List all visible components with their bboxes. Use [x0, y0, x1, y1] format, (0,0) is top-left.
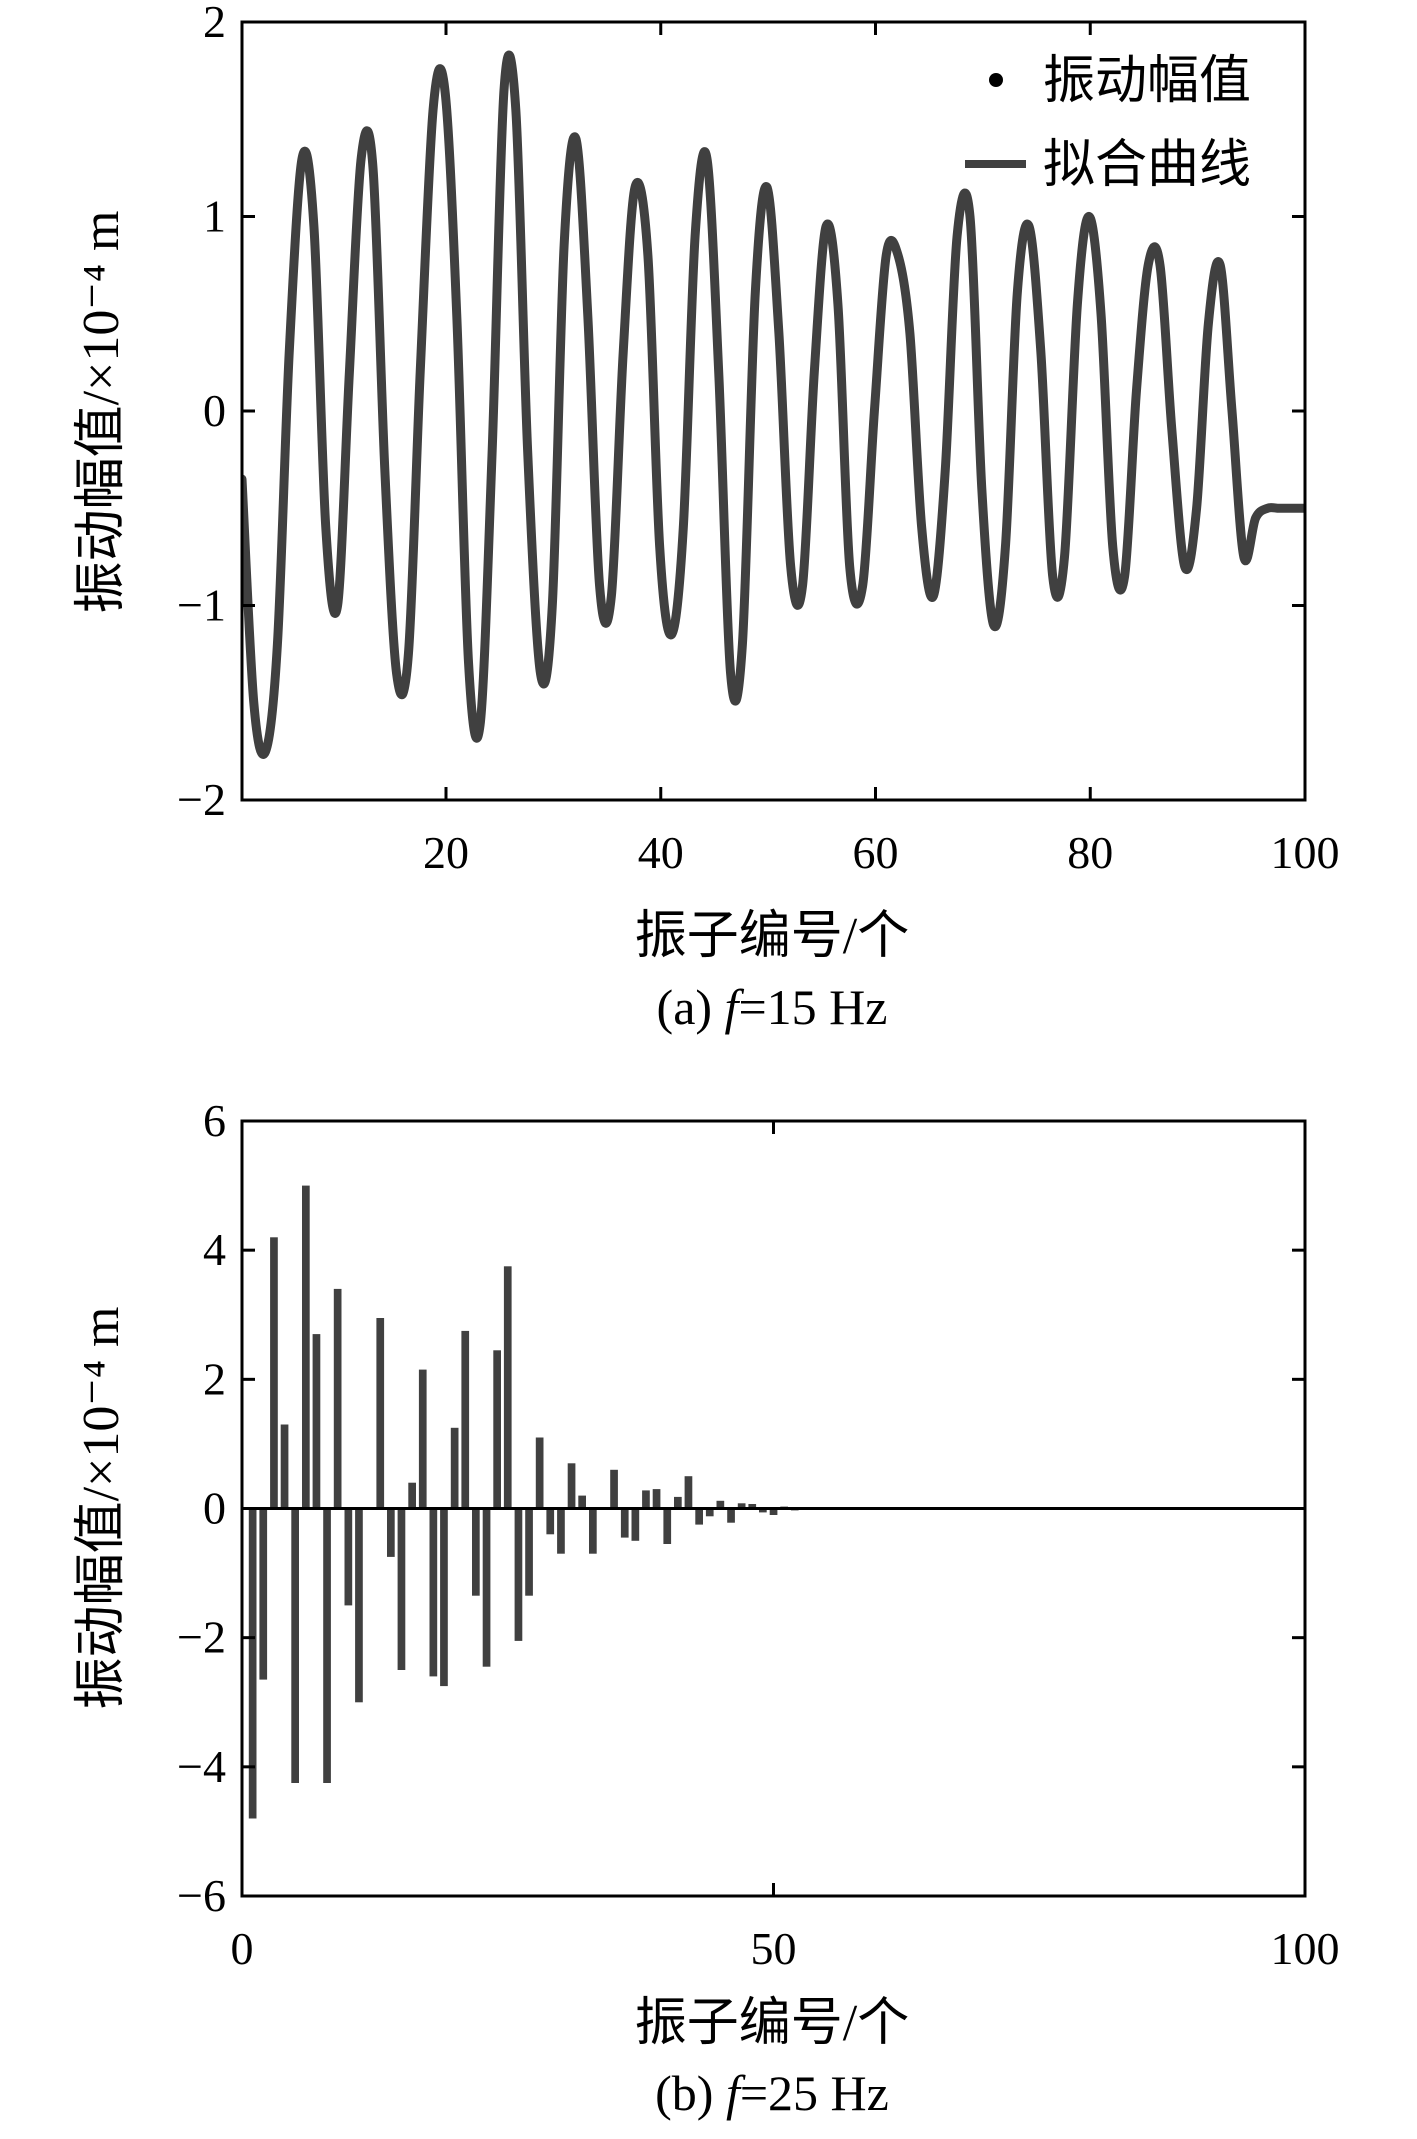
chart-b-y-tick-label-4: 2: [203, 1353, 226, 1404]
chart-b-x-tick-label-0: 0: [231, 1923, 254, 1974]
chart-b-x-tick-label-2: 100: [1271, 1923, 1340, 1974]
chart-b-y-tick-label-5: 4: [203, 1224, 226, 1275]
chart-b-x-axis-label: 振子编号/个: [635, 1995, 909, 2052]
chart-b-bar-22: [472, 1508, 480, 1596]
chart-a-y-tick-label-0: −2: [177, 774, 226, 825]
chart-b-bar-38: [642, 1490, 650, 1509]
chart-a-y-tick-label-2: 0: [203, 385, 226, 436]
chart-b-y-tick-label-1: −4: [177, 1741, 226, 1792]
chart-a-y-tick-label-1: −1: [177, 580, 226, 631]
chart-b-bar-42: [684, 1476, 693, 1509]
chart-a-x-axis-label: 振子编号/个: [635, 908, 909, 965]
chart-b-bar-20: [450, 1427, 459, 1509]
chart-a-legend-entry-0: 振动幅值: [1043, 53, 1251, 110]
chart-b-caption-prefix: (b): [655, 2065, 726, 2121]
chart-b-bar-50: [769, 1508, 778, 1515]
chart-a-caption-prefix: (a): [657, 979, 725, 1035]
chart-b-bar-43: [695, 1508, 703, 1525]
chart-b-bar-18: [429, 1508, 438, 1677]
chart-b-bar-7: [312, 1334, 321, 1509]
chart-a-legend-entry-1: 拟合曲线: [1043, 137, 1251, 194]
chart-b-bar-33: [589, 1508, 597, 1554]
chart-a-y-tick-label-3: 1: [203, 191, 226, 242]
chart-b-bar-5: [291, 1508, 299, 1783]
chart-b-bar-17: [418, 1369, 427, 1509]
chart-a-marks: [242, 50, 1305, 759]
chart-a-x-tick-label-0: 20: [423, 827, 469, 878]
chart-b-bar-37: [631, 1508, 640, 1541]
chart-b-bar-26: [514, 1508, 523, 1641]
chart-b-bar-23: [482, 1508, 491, 1667]
chart-b-y-tick-label-6: 6: [203, 1095, 226, 1146]
chart-b-bar-2: [259, 1508, 268, 1680]
chart-a-x-tick-label-3: 80: [1067, 827, 1113, 878]
chart-b-bar-16: [408, 1482, 416, 1509]
chart-a-x-tick-label-2: 60: [853, 827, 899, 878]
chart-b-bar-4: [280, 1424, 289, 1509]
chart-b-bar-29: [546, 1508, 555, 1535]
chart-b-bar-3: [270, 1237, 278, 1509]
chart-b-y-tick-label-0: −6: [177, 1870, 226, 1921]
chart-b-bar-49: [759, 1508, 767, 1513]
chart-b-bar-39: [652, 1489, 661, 1509]
chart-b-caption-suffix: =25 Hz: [740, 2065, 889, 2121]
chart-b-bar-21: [461, 1330, 470, 1509]
chart-b-bar-48: [748, 1504, 757, 1509]
chart-a: −2 −1 0 1 2 20 40 60 80 100 振动幅值 拟合曲线 振动幅值/×10⁻⁴ …: [73, 0, 1340, 1035]
chart-b-bar-6: [302, 1185, 310, 1509]
chart-a-legend: 振动幅值 拟合曲线: [965, 53, 1251, 194]
chart-a-x-tick-label-1: 40: [638, 827, 684, 878]
chart-b-bar-35: [610, 1469, 618, 1509]
chart-a-x-tick-label-4: 100: [1271, 827, 1340, 878]
chart-b-caption: (b) f=25 Hz: [655, 2065, 889, 2121]
chart-b-bar-15: [397, 1508, 406, 1670]
chart-b-bar-41: [674, 1496, 682, 1509]
chart-b-bar-30: [557, 1508, 565, 1554]
chart-b-marks: [242, 1185, 1305, 1819]
chart-a-caption: (a) f=15 Hz: [657, 979, 888, 1035]
chart-b-bar-11: [355, 1508, 363, 1703]
chart-a-legend-dot-marker: [989, 73, 1003, 87]
chart-b-bar-1: [248, 1508, 257, 1819]
chart-b-ticks: −6 −4 −2 0 2 4 6 0 50 100: [177, 1095, 1339, 1974]
chart-b-bar-19: [440, 1508, 448, 1687]
chart-b-y-tick-label-3: 0: [203, 1483, 226, 1534]
chart-b-bar-46: [727, 1508, 735, 1523]
chart-b-bar-28: [535, 1437, 544, 1509]
chart-b-y-axis-label: 振动幅值/×10⁻⁴ m: [73, 1307, 130, 1710]
chart-b-bar-13: [376, 1318, 385, 1509]
chart-b: −6 −4 −2 0 2 4 6 0 50 100 振动幅值/×10⁻⁴ m 振子编号/个 (b)…: [73, 1095, 1340, 2121]
chart-b-bar-44: [705, 1508, 714, 1517]
chart-b-bar-31: [567, 1463, 576, 1509]
chart-b-bar-36: [620, 1508, 629, 1538]
chart-b-bar-27: [525, 1508, 533, 1596]
chart-b-y-tick-label-2: −2: [177, 1612, 226, 1663]
chart-b-bar-14: [387, 1508, 395, 1557]
chart-b-bar-40: [663, 1508, 672, 1544]
chart-a-caption-suffix: =15 Hz: [738, 979, 887, 1035]
chart-a-series-line: [242, 50, 1305, 759]
chart-b-bar-8: [323, 1508, 331, 1783]
chart-a-y-axis-label: 振动幅值/×10⁻⁴ m: [73, 211, 130, 614]
chart-b-bar-24: [493, 1350, 501, 1509]
chart-b-bar-45: [716, 1500, 725, 1509]
chart-a-ticks: −2 −1 0 1 2 20 40 60 80 100: [177, 0, 1339, 878]
chart-b-bar-9: [333, 1288, 342, 1509]
chart-b-x-tick-label-1: 50: [751, 1923, 797, 1974]
chart-b-bar-10: [344, 1508, 353, 1606]
chart-b-bar-32: [578, 1495, 586, 1509]
chart-b-bar-25: [503, 1266, 512, 1509]
chart-b-bar-47: [737, 1503, 746, 1509]
chart-a-y-tick-label-4: 2: [203, 0, 226, 47]
